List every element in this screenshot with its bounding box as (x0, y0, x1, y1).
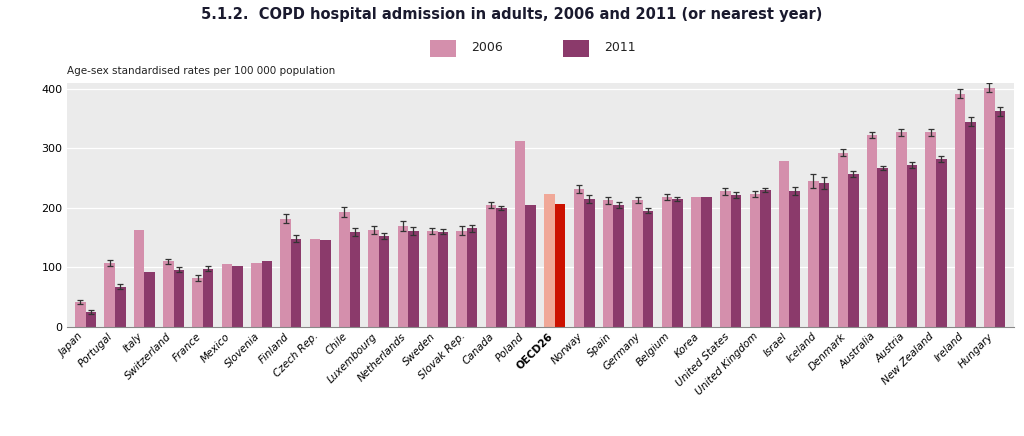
Bar (896, 132, 906, 327)
Bar (573, 189, 584, 327)
Bar (515, 140, 525, 327)
Bar (309, 239, 321, 327)
Bar (760, 190, 771, 327)
Bar (75, 302, 86, 327)
Bar (994, 112, 1006, 327)
Bar (134, 230, 144, 327)
Bar (349, 232, 360, 327)
Bar (397, 226, 409, 327)
Bar (731, 195, 741, 327)
Text: 5.1.2.  COPD hospital admission in adults, 2006 and 2011 (or nearest year): 5.1.2. COPD hospital admission in adults… (202, 7, 822, 21)
Bar (662, 197, 672, 327)
Bar (369, 230, 379, 327)
Bar (691, 197, 701, 327)
Bar (926, 132, 936, 327)
Bar (467, 228, 477, 327)
Bar (409, 231, 419, 327)
Bar (104, 263, 115, 327)
Bar (339, 212, 349, 327)
Bar (790, 191, 800, 327)
Bar (163, 262, 174, 327)
Bar (808, 181, 819, 327)
Bar (984, 88, 994, 327)
Bar (525, 205, 536, 327)
Bar (174, 270, 184, 327)
Bar (750, 194, 760, 327)
Bar (457, 231, 467, 327)
Bar (144, 272, 155, 327)
FancyBboxPatch shape (430, 40, 456, 57)
Bar (906, 165, 918, 327)
Bar (115, 286, 126, 327)
Bar (86, 312, 96, 327)
Bar (584, 199, 595, 327)
Bar (643, 211, 653, 327)
Bar (966, 122, 976, 327)
Bar (291, 239, 301, 327)
Bar (193, 278, 203, 327)
Bar (720, 191, 731, 327)
Bar (437, 232, 449, 327)
Bar (497, 208, 507, 327)
Bar (261, 261, 272, 327)
Bar (672, 199, 683, 327)
Bar (485, 205, 497, 327)
Bar (632, 200, 643, 327)
Bar (867, 135, 878, 327)
Bar (379, 236, 389, 327)
FancyBboxPatch shape (563, 40, 589, 57)
Bar (232, 266, 243, 327)
Bar (954, 94, 966, 327)
Bar (321, 240, 331, 327)
Bar (251, 262, 261, 327)
Bar (203, 269, 213, 327)
Bar (603, 200, 613, 327)
Text: 2006: 2006 (471, 41, 503, 54)
Text: Age-sex standardised rates per 100 000 population: Age-sex standardised rates per 100 000 p… (67, 66, 335, 76)
Text: 2011: 2011 (604, 41, 636, 54)
Bar (838, 153, 848, 327)
Bar (427, 231, 437, 327)
Bar (221, 265, 232, 327)
Bar (779, 161, 790, 327)
Bar (545, 194, 555, 327)
Bar (613, 205, 624, 327)
Bar (701, 197, 712, 327)
Bar (878, 168, 888, 327)
Bar (555, 204, 565, 327)
Bar (281, 218, 291, 327)
Bar (936, 159, 946, 327)
Bar (848, 174, 859, 327)
Bar (819, 183, 829, 327)
